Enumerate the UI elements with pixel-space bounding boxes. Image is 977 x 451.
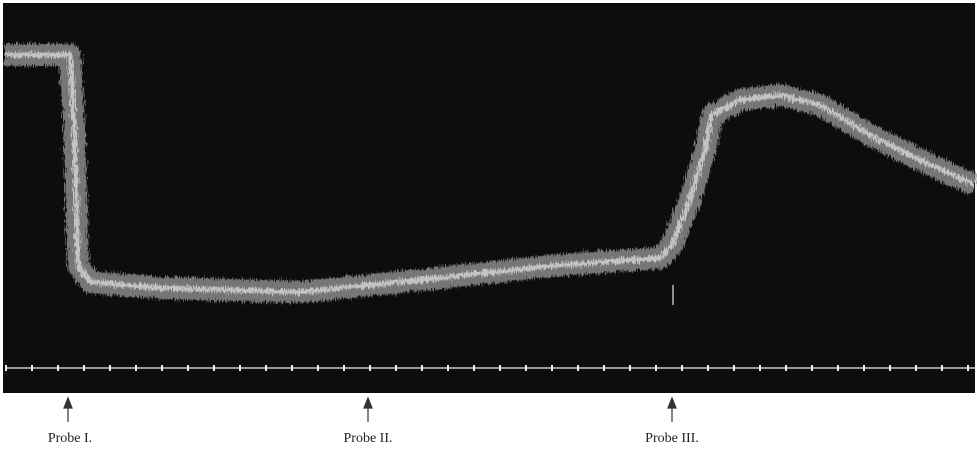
recording-background xyxy=(3,3,975,393)
probe-arrow-head xyxy=(363,396,373,409)
probe-arrow-head xyxy=(63,396,73,409)
probe-arrows xyxy=(63,396,677,422)
probe-arrow-head xyxy=(667,396,677,409)
probe-label: Probe III. xyxy=(645,431,699,446)
trace-core xyxy=(5,52,977,295)
probe-label: Probe II. xyxy=(344,431,393,446)
probe-label: Probe I. xyxy=(48,431,92,446)
